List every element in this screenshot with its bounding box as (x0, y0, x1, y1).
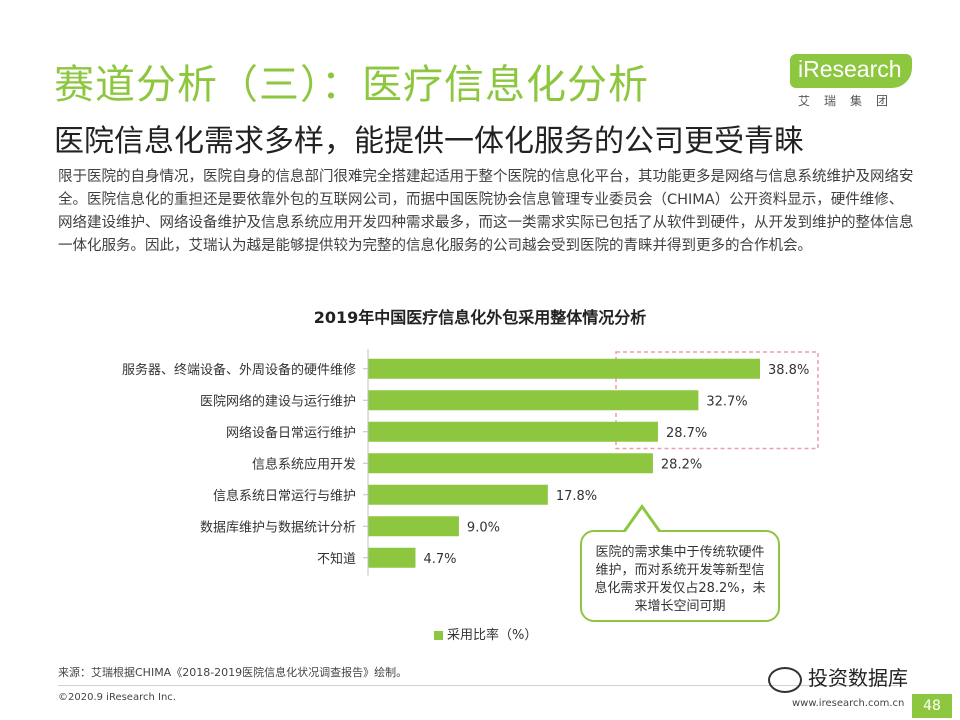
data-label: 17.8% (556, 489, 597, 504)
callout-text: 医院的需求集中于传统软硬件维护，而对系统开发等新型信息化需求开发仅占28.2%，… (594, 545, 766, 614)
intro-paragraph: 限于医院的自身情况，医院自身的信息部门很难完全搭建起适用于整个医院的信息化平台，… (58, 169, 914, 254)
bar (368, 421, 658, 442)
data-label: 28.2% (661, 457, 702, 472)
data-label: 9.0% (467, 520, 500, 535)
callout-pointer-fill (625, 509, 659, 533)
logo-badge (790, 54, 912, 88)
category-label: 服务器、终端设备、外周设备的硬件维修 (122, 362, 356, 378)
category-label: 网络设备日常运行维护 (226, 425, 356, 441)
page-number: 48 (912, 694, 952, 718)
category-label: 信息系统应用开发 (252, 456, 356, 472)
bar (368, 547, 416, 568)
chart-legend: 采用比率（%） (434, 624, 537, 643)
page-subtitle: 医院信息化需求多样，能提供一体化服务的公司更受青睐 (54, 124, 804, 159)
iresearch-logo: iResearch 艾瑞集团 (790, 54, 920, 110)
legend-swatch (434, 631, 443, 640)
watermark: 投资数据库 (768, 662, 908, 693)
copyright: ©2020.9 iResearch Inc. (58, 692, 176, 703)
bar (368, 358, 760, 379)
chart-title: 2019年中国医疗信息化外包采用整体情况分析 (313, 308, 647, 327)
bar (368, 453, 653, 474)
data-label: 32.7% (706, 394, 747, 409)
bar-chart: 服务器、终端设备、外周设备的硬件维修 38.8% 医院网络的建设与运行维护 32.7%… (122, 349, 819, 576)
callout-box: 医院的需求集中于传统软硬件维护，而对系统开发等新型信息化需求开发仅占28.2%，… (580, 530, 780, 622)
bar (368, 390, 699, 411)
wechat-icon (768, 666, 802, 693)
legend-label: 采用比率（%） (447, 628, 538, 643)
data-label: 4.7% (423, 552, 456, 567)
source-note: 来源：艾瑞根据CHIMA《2018-2019医院信息化状况调查报告》绘制。 (58, 666, 408, 679)
category-label: 数据库维护与数据统计分析 (200, 519, 356, 535)
data-label: 28.7% (666, 426, 707, 441)
logo-subtext: 艾瑞集团 (798, 94, 903, 108)
page-title: 赛道分析（三）：医疗信息化分析 (54, 62, 649, 108)
logo-text: iResearch (798, 56, 902, 82)
category-label: 信息系统日常运行与维护 (213, 488, 356, 504)
watermark-text: 投资数据库 (808, 666, 908, 690)
website-url[interactable]: www.iresearch.com.cn (792, 698, 905, 709)
data-label: 38.8% (768, 363, 809, 378)
category-label: 不知道 (317, 551, 356, 567)
bar (368, 516, 459, 537)
bar (368, 484, 548, 505)
category-label: 医院网络的建设与运行维护 (200, 393, 356, 409)
footer-divider (58, 685, 898, 686)
